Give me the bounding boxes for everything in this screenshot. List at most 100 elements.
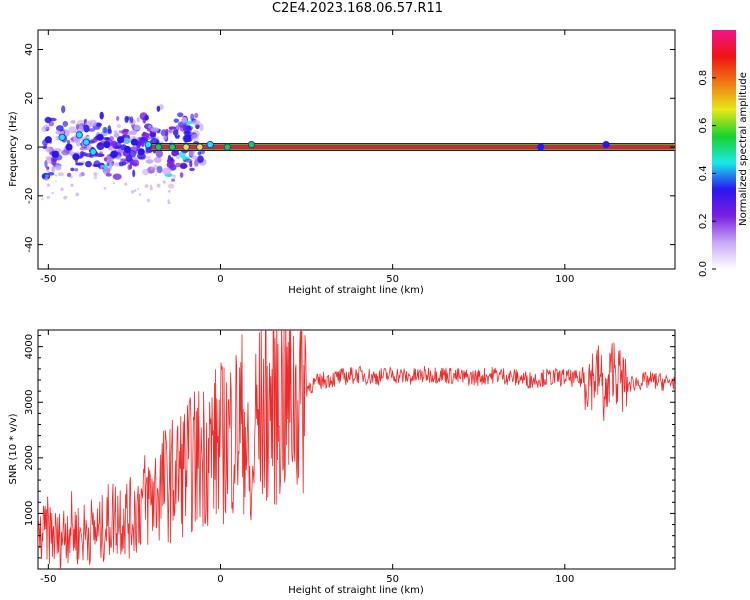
spectrogram-cell (179, 172, 184, 178)
spectrogram-cell (51, 156, 55, 163)
spectrogram-cell (150, 132, 157, 140)
spectrogram-hotspot (206, 141, 214, 149)
spectrogram-cell (172, 174, 176, 178)
spectrogram-cell (61, 105, 66, 114)
spectrogram-cell (142, 168, 149, 176)
spectrogram-cell (127, 131, 134, 136)
spectrogram-cell (89, 119, 97, 127)
spectrogram-cell (75, 123, 79, 130)
spectrogram-cell (186, 120, 194, 125)
spectrogram-cell (78, 173, 83, 178)
spectrogram-cell (137, 188, 140, 190)
spectrogram-hotspot (182, 143, 190, 151)
spectrogram-cell (55, 130, 61, 135)
spectrogram-cell (149, 184, 153, 188)
spectrogram-cell (63, 195, 67, 200)
spectrogram-cell (109, 162, 113, 171)
spectrogram-cell (46, 195, 50, 199)
spectrogram-x-tick-label: 50 (386, 274, 399, 285)
spectrogram-hotspot (51, 150, 59, 158)
spectrogram-cell (48, 121, 55, 127)
spectrogram-cell (153, 156, 162, 163)
spectrogram-cell (62, 120, 69, 127)
snr-y-tick-label: 2000 (24, 445, 35, 470)
spectrogram-cell (167, 199, 170, 202)
spectrogram-cell (167, 167, 170, 170)
spectrogram-cell (149, 187, 153, 191)
spectrogram-panel: -50 0 50 100 40 20 0 -20 -40 Height of straight … (8, 29, 676, 296)
colorbar-tick-label: 0.4 (698, 165, 709, 181)
spectrogram-x-tick-label: -50 (40, 274, 56, 285)
spectrogram-hotspot (123, 145, 132, 154)
spectrogram-cell (69, 175, 73, 179)
spectrogram-cell (102, 126, 108, 134)
snr-y-label: SNR (10 * v/v) (8, 413, 19, 484)
spectrogram-cell (99, 151, 103, 155)
spectrogram-cell (83, 124, 90, 133)
spectrogram-cell (181, 117, 188, 124)
spectrogram-cell (109, 136, 114, 142)
spectrogram-y-tick-label: -40 (24, 236, 35, 252)
spectrogram-cell (46, 169, 50, 173)
spectrogram-cell (45, 174, 50, 178)
spectrogram-cell (124, 138, 132, 144)
spectrogram-cell (93, 160, 101, 168)
spectrogram-hotspot (72, 153, 80, 161)
spectrogram-cell (66, 172, 72, 178)
snr-y-tick-label: 4000 (24, 334, 35, 359)
spectrogram-cell (197, 155, 204, 163)
spectrogram-cell (175, 162, 181, 168)
spectrogram-cell (74, 168, 79, 172)
spectrogram-cell (103, 171, 107, 175)
spectrogram-cell (57, 172, 64, 177)
spectrogram-cell (44, 177, 49, 182)
colorbar-tick-label: 0.2 (698, 213, 709, 229)
spectrogram-cell (145, 159, 154, 164)
spectrogram-hotspot (130, 138, 138, 146)
spectrogram-cell (46, 166, 50, 170)
spectrogram-cell (146, 155, 151, 159)
spectrogram-cell (130, 190, 135, 194)
spectrogram-cell (118, 130, 124, 134)
spectrogram-hotspot (196, 143, 204, 151)
spectrogram-cell (70, 167, 75, 172)
spectrogram-cell (175, 154, 181, 160)
spectrogram-hotspot (223, 143, 231, 151)
spectrogram-cell (98, 142, 103, 147)
spectrogram-cell (171, 178, 176, 182)
spectrogram-cell (110, 140, 118, 147)
colorbar-tick-label: 0.8 (698, 70, 709, 86)
spectrogram-cell (155, 174, 157, 177)
colorbar: 0.0 0.2 0.4 0.6 0.8 Normalized spectral ampl… (698, 30, 749, 277)
spectrogram-cell (107, 128, 112, 135)
spectrogram-cell (145, 150, 149, 155)
spectrogram-cell (136, 136, 143, 143)
spectrogram-cell (128, 150, 137, 158)
spectrogram-cell (142, 131, 147, 137)
snr-x-tick-label: -50 (40, 574, 56, 585)
spectrogram-cell (167, 183, 175, 189)
spectrogram-cell (65, 196, 68, 198)
spectrogram-cell (46, 183, 51, 187)
spectrogram-cell (55, 164, 62, 171)
spectrogram-cell (45, 146, 53, 153)
spectrogram-cell (146, 198, 150, 203)
spectrogram-cell (148, 124, 152, 129)
spectrogram-hotspot (537, 143, 545, 151)
spectrogram-hotspot (144, 141, 152, 149)
spectrogram-cell (189, 167, 195, 172)
spectrogram-hotspot (154, 143, 163, 151)
spectrogram-cell (129, 116, 134, 124)
spectrogram-cell (105, 173, 112, 177)
band-core (151, 146, 675, 148)
spectrogram-cell (77, 119, 86, 126)
spectrogram-y-tick-label: 40 (24, 43, 35, 56)
spectrogram-cell (75, 162, 84, 166)
spectrogram-cell (47, 172, 55, 176)
spectrogram-cell (48, 117, 57, 122)
spectrogram-cell (162, 135, 167, 140)
spectrogram-y-tick-label: 0 (24, 144, 35, 150)
spectrogram-cell (170, 157, 174, 162)
spectrogram-cell (116, 124, 122, 128)
